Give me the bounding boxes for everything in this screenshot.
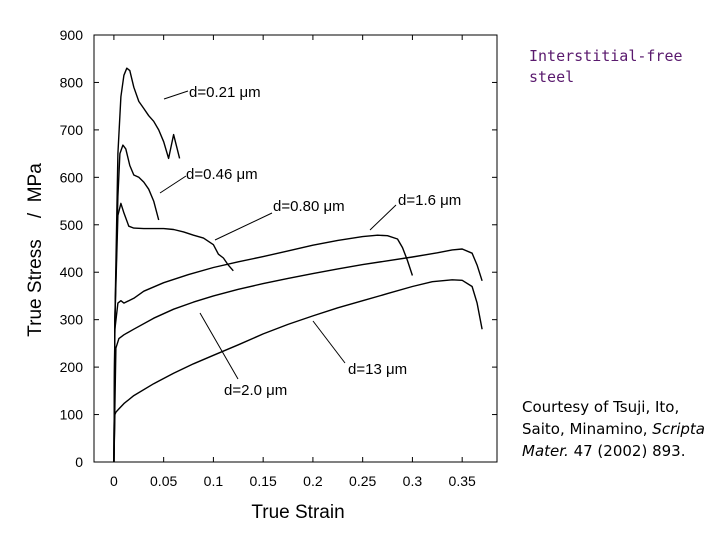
x-tick-label: 0.1 [204, 473, 224, 489]
y-tick-label: 200 [60, 359, 84, 375]
curve-d-0-21-m [113, 67, 181, 463]
curve-d-0-80-m [113, 202, 234, 463]
y-tick-label: 700 [60, 122, 84, 138]
x-tick-label: 0.35 [449, 473, 476, 489]
curve-label: d=13 μm [348, 361, 407, 378]
y-tick-label: 0 [75, 454, 83, 470]
y-tick-label: 800 [60, 74, 84, 90]
label-leader-line [199, 312, 239, 380]
label-leader-line [312, 320, 346, 364]
y-tick-label: 100 [60, 407, 84, 423]
y-tick-label: 300 [60, 312, 84, 328]
label-leader-line [159, 175, 187, 194]
x-tick-label: 0 [110, 473, 118, 489]
curve-label: d=0.80 μm [273, 198, 345, 215]
label-leader-line [369, 204, 397, 231]
x-axis-title: True Strain [251, 502, 344, 523]
x-tick-label: 0.2 [303, 473, 323, 489]
x-tick-label: 0.3 [403, 473, 423, 489]
y-tick-label: 400 [60, 264, 84, 280]
curve-d-1-6-m [113, 234, 414, 463]
x-axis-ticks: 0 0.05 0.1 0.15 0.2 0.25 0.3 0.35 [110, 35, 476, 489]
curve-d-2-0-m [113, 248, 483, 463]
y-tick-label: 900 [60, 27, 84, 43]
y-axis-title: True Stress / MPa [25, 163, 46, 337]
x-tick-label: 0.05 [150, 473, 177, 489]
x-tick-label: 0.25 [349, 473, 376, 489]
curve-d-0-46-m [113, 144, 160, 463]
curve-labels: d=0.21 μm d=0.46 μm d=0.80 μm d=1.6 μm d=2.0… [159, 84, 461, 399]
y-tick-label: 600 [60, 169, 84, 185]
credit-prefix: Courtesy of Tsuji, Ito, Saito, Minamino, [522, 398, 680, 438]
credit-journal: Scripta Mater. [522, 420, 705, 460]
curve-label: d=1.6 μm [398, 192, 461, 209]
y-tick-label: 500 [60, 217, 84, 233]
material-note: Interstitial-free steel [529, 47, 683, 86]
label-leader-line [163, 90, 189, 100]
credit-suffix: 47 (2002) 893. [568, 442, 686, 460]
curve-d-13-m [113, 279, 483, 463]
credit-note: Courtesy of Tsuji, Ito, Saito, Minamino,… [522, 396, 712, 462]
stress-strain-curves [113, 67, 483, 463]
y-axis-ticks: 0 100 200 300 400 500 600 700 800 900 [60, 27, 497, 470]
curve-label: d=0.46 μm [186, 166, 258, 183]
x-tick-label: 0.15 [250, 473, 277, 489]
curve-label: d=0.21 μm [189, 84, 261, 101]
label-leader-line [214, 212, 273, 241]
curve-label: d=2.0 μm [224, 382, 287, 399]
